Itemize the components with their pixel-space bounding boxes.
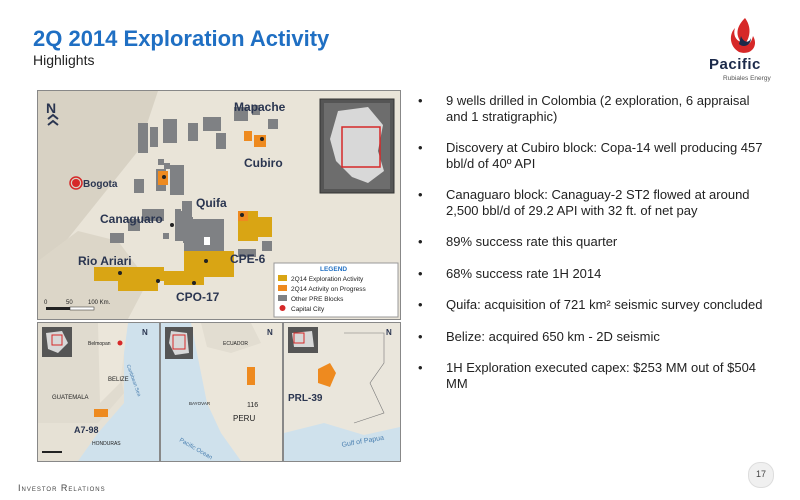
page-subtitle: Highlights: [33, 52, 95, 68]
peru-map: ECUADOR PERU 116 Pacific Ocean BAYOVAR N: [160, 322, 283, 462]
company-logo: Pacific Rubiales Energy: [705, 14, 785, 86]
highlights-list: 9 wells drilled in Colombia (2 explorati…: [418, 93, 768, 407]
footer-label: Investor Relations: [18, 483, 106, 493]
belize-map: Belmopan BELIZE GUATEMALA HONDURAS Carib…: [37, 322, 160, 462]
page-title: 2Q 2014 Exploration Activity: [33, 26, 330, 51]
svg-text:N: N: [267, 328, 273, 337]
svg-text:Pacific Ocean: Pacific Ocean: [178, 438, 213, 461]
label-mapache: Mapache: [234, 100, 286, 114]
svg-text:0: 0: [44, 300, 48, 306]
svg-text:N: N: [386, 328, 392, 337]
png-map: PRL-39 Gulf of Papua N: [283, 322, 401, 462]
svg-text:PERU: PERU: [233, 414, 255, 423]
flame-logo-icon: [730, 18, 756, 53]
legend-item-exploration: 2Q14 Exploration Activity: [291, 276, 364, 283]
well-markers: [118, 137, 264, 285]
page-number-badge: [748, 462, 774, 488]
bullet-success-quarter: 89% success rate this quarter: [418, 234, 768, 250]
scale-bar: 0 50 100 Km.: [44, 300, 111, 311]
bullet-canaguaro: Canaguaro block: Canaguay-2 ST2 flowed a…: [418, 187, 768, 218]
legend-item-other: Other PRE Blocks: [291, 296, 344, 303]
svg-text:BAYOVAR: BAYOVAR: [189, 401, 211, 406]
svg-text:50: 50: [66, 300, 73, 306]
map-legend: LEGEND 2Q14 Exploration Activity 2Q14 Ac…: [273, 262, 399, 318]
bullet-capex: 1H Exploration executed capex: $253 MM o…: [418, 360, 768, 391]
label-cpe6: CPE-6: [230, 252, 266, 266]
bullet-wells: 9 wells drilled in Colombia (2 explorati…: [418, 93, 768, 124]
bullet-quifa: Quifa: acquisition of 721 km² seismic su…: [418, 297, 768, 313]
label-quifa: Quifa: [196, 196, 227, 210]
svg-text:A7-98: A7-98: [74, 425, 99, 435]
bullet-success-1h: 68% success rate 1H 2014: [418, 266, 768, 282]
logo-name: Pacific: [709, 56, 761, 73]
capital-city-icon: [69, 176, 83, 190]
bullet-belize: Belize: acquired 650 km - 2D seismic: [418, 329, 768, 345]
svg-text:ECUADOR: ECUADOR: [223, 341, 248, 347]
svg-text:Belmopan: Belmopan: [88, 341, 111, 347]
label-bogota: Bogota: [83, 179, 118, 190]
bullet-cubiro: Discovery at Cubiro block: Copa-14 well …: [418, 140, 768, 171]
legend-item-capital: Capital City: [291, 306, 325, 313]
label-rio-ariari: Rio Ariari: [78, 254, 132, 268]
svg-text:HONDURAS: HONDURAS: [92, 441, 121, 447]
north-arrow-icon: N: [46, 100, 59, 126]
label-canaguaro: Canaguaro: [100, 212, 163, 226]
svg-text:N: N: [142, 328, 148, 337]
locator-inset: [319, 98, 395, 194]
logo-tagline: Rubiales Energy: [723, 75, 771, 82]
north-label: N: [46, 100, 56, 116]
label-cpo17: CPO-17: [176, 290, 220, 304]
capital-city-icon: [117, 340, 123, 346]
other-blocks: [110, 105, 278, 261]
svg-text:116: 116: [247, 402, 258, 409]
page-number: 17: [756, 469, 767, 479]
svg-text:BELIZE: BELIZE: [108, 377, 129, 383]
legend-title: LEGEND: [320, 266, 347, 273]
label-cubiro: Cubiro: [244, 156, 283, 170]
colombia-map: N: [37, 90, 401, 320]
svg-text:100 Km.: 100 Km.: [88, 300, 111, 306]
svg-text:PRL-39: PRL-39: [288, 393, 323, 404]
legend-item-progress: 2Q14 Activity on Progress: [291, 286, 367, 293]
svg-text:GUATEMALA: GUATEMALA: [52, 395, 89, 401]
